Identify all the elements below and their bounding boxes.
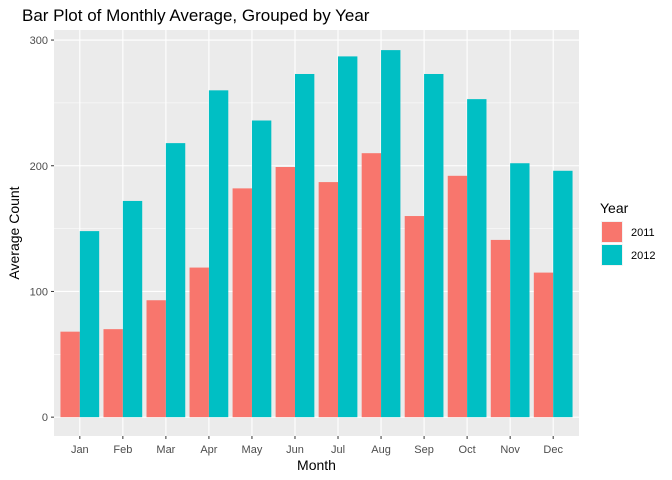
bar-2012-Nov [510,163,530,418]
legend-title: Year [600,200,629,216]
bar-2012-Oct [467,99,487,418]
legend-label-2012: 2012 [631,250,655,262]
bar-2011-Dec [533,272,554,418]
bar-2011-Jun [275,167,295,418]
x-tick-label: Feb [113,444,132,456]
legend: Year 2011 2012 [600,200,655,266]
y-axis-ticks: 0 100 200 300 [30,35,54,424]
x-tick-label: Jan [71,444,89,456]
bar-2011-Mar [146,300,166,418]
x-tick-label: Dec [543,444,563,456]
legend-swatch-2011 [602,222,622,242]
bar-2012-Sep [424,73,444,418]
bar-2011-Nov [490,239,511,418]
bar-2011-Oct [447,175,468,418]
x-tick-label: Nov [500,444,520,456]
bar-2012-Feb [122,200,143,418]
bar-2012-May [251,120,272,418]
x-tick-label: Oct [459,444,476,456]
y-tick-label: 200 [30,161,48,173]
chart-title: Bar Plot of Monthly Average, Grouped by … [22,6,370,25]
bar-2012-Aug [381,50,401,418]
bar-2011-Apr [189,267,209,418]
bar-2011-Jan [60,331,80,418]
x-tick-label: Jun [286,444,304,456]
x-axis-ticks: Jan Feb Mar Apr May Jun Jul Aug Sep Oct Nov Dec [71,436,563,456]
x-tick-label: Aug [371,444,391,456]
bar-2012-Dec [553,170,573,418]
bar-2011-Sep [404,216,425,418]
legend-swatch-2012 [602,245,622,265]
bar-2012-Jun [294,73,315,418]
bars [60,50,573,418]
bar-2012-Jan [79,231,100,418]
bar-2011-Jul [318,182,339,418]
legend-label-2011: 2011 [631,227,655,239]
bar-2011-Feb [103,329,123,418]
x-tick-label: May [242,444,263,456]
bar-2012-Apr [208,90,229,418]
y-tick-label: 0 [42,412,48,424]
y-tick-label: 100 [30,286,48,298]
bar-2011-Aug [361,153,382,418]
y-axis-title: Average Count [6,186,22,279]
x-tick-label: Sep [414,444,434,456]
bar-2012-Jul [338,56,358,418]
y-tick-label: 300 [30,35,48,47]
x-tick-label: Apr [200,444,217,456]
x-axis-title: Month [297,457,336,473]
bar-2011-May [232,188,252,418]
x-tick-label: Mar [156,444,175,456]
x-tick-label: Jul [331,444,345,456]
bar-2012-Mar [165,143,186,418]
